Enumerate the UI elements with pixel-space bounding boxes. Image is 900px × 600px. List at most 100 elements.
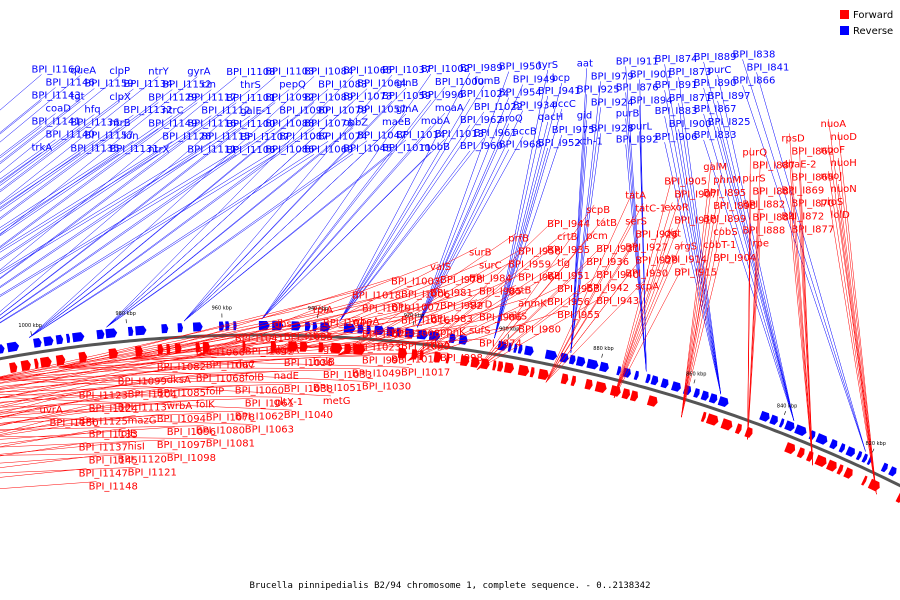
reverse-leader-line bbox=[0, 88, 95, 163]
reverse-leader-line bbox=[0, 89, 290, 316]
reverse-gene-arrow bbox=[513, 343, 518, 353]
forward-gene-label: uvrA bbox=[40, 405, 63, 416]
reverse-gene-label: purB bbox=[616, 108, 640, 119]
legend-forward-label: Forward bbox=[853, 10, 893, 21]
forward-gene-arrow bbox=[646, 395, 658, 407]
forward-gene-label: BPI_I914 bbox=[664, 254, 707, 265]
forward-gene-label: BPI_I1120 bbox=[118, 454, 167, 465]
reverse-gene-label: BPI_I1057 bbox=[357, 105, 406, 116]
reverse-gene-label: BPI_I1064 bbox=[357, 79, 406, 90]
forward-gene-arrow bbox=[460, 355, 470, 367]
reverse-gene-arrow bbox=[575, 356, 586, 367]
forward-gene-label: BPI_I974 bbox=[479, 339, 522, 350]
forward-leader-line bbox=[613, 241, 683, 399]
forward-gene-label: BPI_I998 bbox=[440, 353, 483, 364]
forward-leader-line bbox=[0, 376, 126, 407]
reverse-gene-arrow bbox=[693, 388, 700, 398]
forward-gene-label: purQ bbox=[742, 148, 767, 159]
reverse-leader-line bbox=[756, 72, 866, 452]
forward-gene-label: BPI_I1078 bbox=[206, 413, 255, 424]
forward-leader-line bbox=[0, 468, 87, 478]
forward-leader-line bbox=[58, 316, 360, 368]
forward-gene-arrow bbox=[537, 368, 549, 380]
reverse-gene-arrow bbox=[633, 370, 639, 381]
forward-gene-label: BPI_I888 bbox=[742, 226, 785, 237]
reverse-gene-arrow bbox=[72, 332, 85, 343]
reverse-gene-label: BPI_I1160 bbox=[32, 65, 81, 76]
forward-leader-line bbox=[747, 238, 761, 440]
forward-gene-label: BPI_I929 bbox=[635, 256, 678, 267]
reverse-gene-label: BPI_I1152 bbox=[162, 80, 211, 91]
forward-gene-arrow bbox=[895, 492, 900, 503]
reverse-leader-line bbox=[339, 124, 471, 322]
reverse-leader-line bbox=[0, 102, 198, 249]
forward-gene-label: BPI_I1147 bbox=[79, 469, 128, 480]
forward-gene-arrow bbox=[796, 447, 805, 459]
reverse-gene-arrow bbox=[66, 333, 70, 343]
forward-leader-line bbox=[0, 436, 214, 439]
gene-labels: BPI_I1160 BPI_I1146 BPI_I1143 coaD BPI_I1141… bbox=[32, 49, 858, 492]
reverse-gene-label: BPI_I989 bbox=[460, 63, 503, 74]
forward-gene-label: nuoF bbox=[821, 145, 846, 156]
reverse-gene-label: BPI_I1141 bbox=[32, 117, 81, 128]
reverse-leader-line bbox=[29, 154, 315, 338]
forward-gene-label: dksA bbox=[167, 375, 191, 386]
forward-gene-label: BPI_I1012 bbox=[391, 354, 440, 365]
reverse-leader-line bbox=[339, 150, 471, 322]
forward-leader-line bbox=[681, 187, 712, 418]
reverse-gene-arrow bbox=[769, 414, 778, 425]
forward-gene-label: BPI_I926 bbox=[635, 230, 678, 241]
forward-leader-line bbox=[681, 226, 722, 418]
reverse-leader-line bbox=[183, 74, 393, 322]
reverse-leader-line bbox=[664, 116, 722, 395]
forward-leader-line bbox=[337, 246, 527, 356]
reverse-gene-label: BPI_I841 bbox=[747, 62, 790, 73]
forward-leader-line bbox=[337, 259, 517, 356]
reverse-gene-label: BPI_I1129 bbox=[148, 93, 197, 104]
reverse-gene-arrow bbox=[96, 329, 105, 340]
reverse-gene-arrow bbox=[888, 466, 897, 477]
forward-gene-label: exoR bbox=[664, 202, 689, 213]
forward-leader-line bbox=[545, 216, 634, 383]
forward-leader-line bbox=[337, 311, 517, 356]
reverse-leader-line bbox=[664, 142, 722, 395]
reverse-gene-label: BPI_I1135 bbox=[70, 143, 119, 154]
forward-gene-label: folK bbox=[196, 400, 215, 411]
reverse-gene-label: BPI_I892 bbox=[616, 134, 659, 145]
reverse-gene-arrow bbox=[708, 393, 718, 404]
forward-leader-line bbox=[58, 355, 370, 368]
forward-gene-label: BPI_I1051 bbox=[313, 383, 362, 394]
reverse-gene-arrow bbox=[794, 424, 807, 436]
forward-leader-line bbox=[0, 415, 136, 436]
forward-gene-label: BPI_I870 bbox=[791, 198, 834, 209]
reverse-gene-label: ntrX bbox=[148, 145, 169, 156]
reverse-gene-label: BPI_I1143 bbox=[32, 91, 81, 102]
reverse-gene-arrow bbox=[291, 321, 301, 331]
reverse-gene-label: BPI_I889 bbox=[694, 52, 737, 63]
reverse-gene-label: BPI_I1108 bbox=[226, 67, 275, 78]
forward-gene-label: BPI_I978 bbox=[440, 275, 483, 286]
reverse-leader-line bbox=[261, 86, 446, 320]
forward-gene-label: BPI_I983 bbox=[430, 314, 473, 325]
reverse-leader-line bbox=[106, 101, 354, 328]
forward-leader-line bbox=[799, 224, 813, 466]
reverse-leader-line bbox=[0, 102, 237, 280]
reverse-gene-label: BPI_I1000 bbox=[435, 77, 484, 88]
forward-leader-line bbox=[545, 281, 644, 383]
scale-tick-mark bbox=[30, 331, 32, 336]
reverse-gene-label: BPI_I1037 bbox=[382, 65, 431, 76]
legend: Forward Reverse bbox=[840, 10, 893, 37]
scale-tick-label: 860 kbp bbox=[686, 372, 706, 378]
reverse-leader-line bbox=[0, 128, 159, 237]
forward-gene-label: BPI_I907 bbox=[674, 189, 717, 200]
reverse-gene-label: glnA bbox=[396, 104, 418, 115]
reverse-leader-line bbox=[0, 115, 290, 320]
forward-leader-line bbox=[0, 387, 165, 415]
forward-gene-label: BPI_I1030 bbox=[362, 382, 411, 393]
reverse-gene-label: BPI_I925 bbox=[577, 84, 620, 95]
forward-leader-line bbox=[0, 416, 87, 435]
forward-gene-label: purS bbox=[742, 174, 765, 185]
reverse-gene-label: BPI_I1073 bbox=[343, 92, 392, 103]
forward-leader-line bbox=[198, 261, 439, 355]
forward-gene-label: dhs bbox=[274, 319, 292, 330]
